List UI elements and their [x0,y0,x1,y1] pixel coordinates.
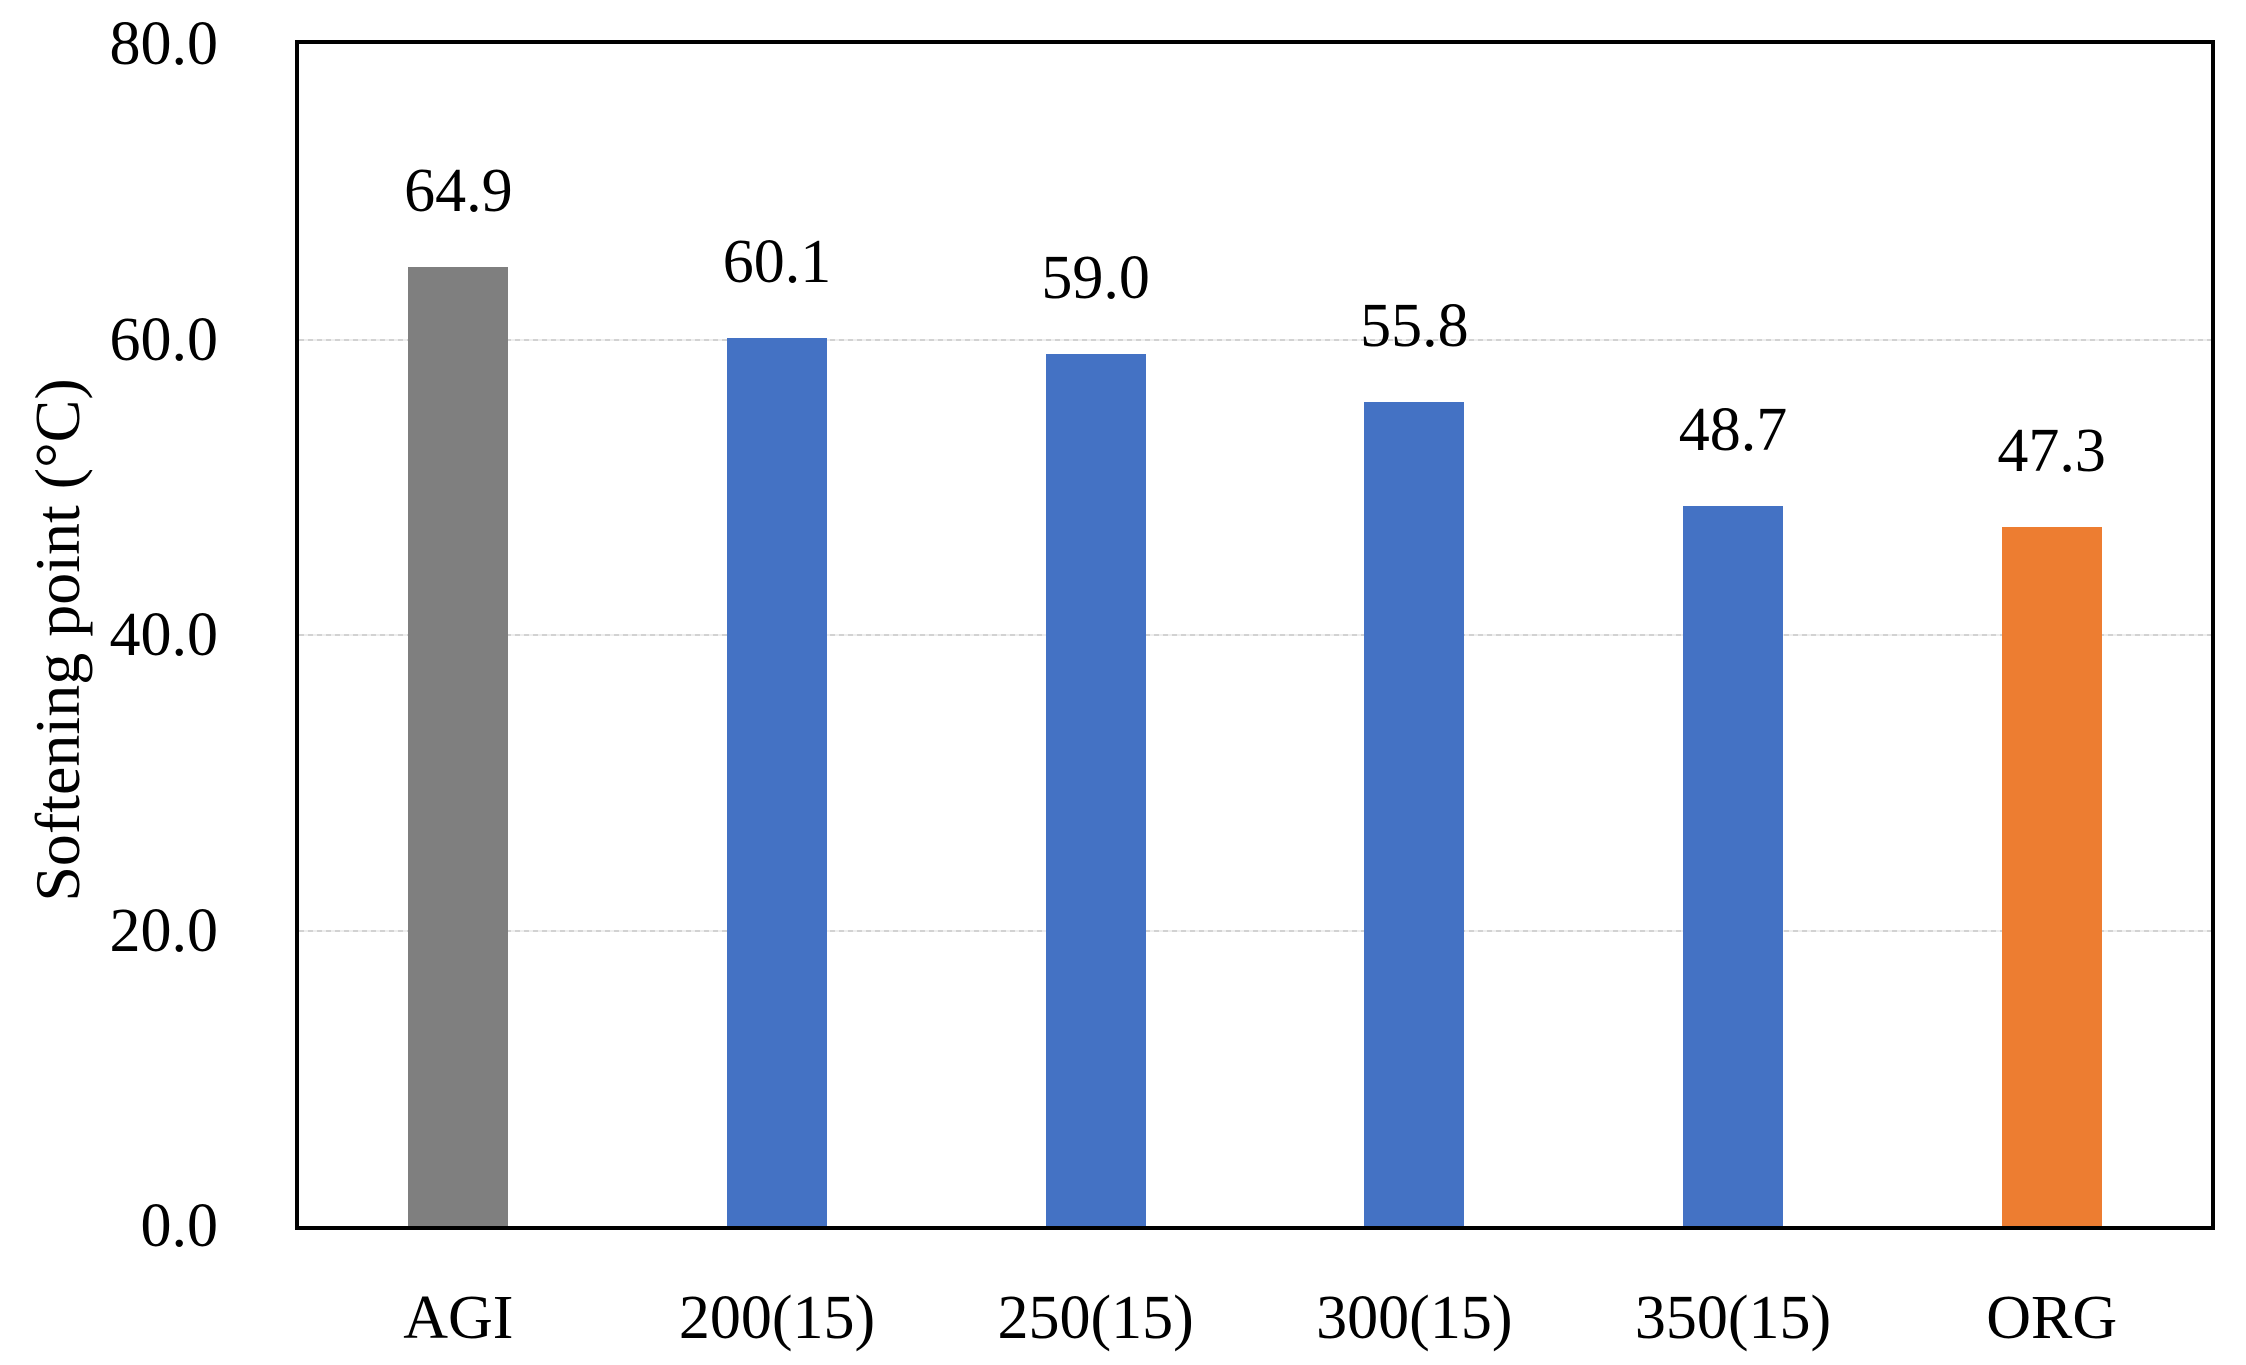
value-label-250(15): 59.0 [1041,244,1150,313]
ytick-label-40.0: 40.0 [109,601,219,669]
ytick-label-80.0: 80.0 [109,10,219,78]
xtick-label-350(15): 350(15) [1634,1284,1832,1352]
bar-ORG [2001,527,2102,1226]
bar-300(15) [1364,401,1465,1226]
xtick-label-200(15): 200(15) [678,1284,876,1352]
value-label-ORG: 47.3 [1997,417,2106,486]
bar-AGI [408,267,509,1226]
gridline-40 [299,634,2211,636]
xtick-label-300(15): 300(15) [1316,1284,1513,1352]
plot-area [295,40,2215,1230]
gridline-20 [299,929,2211,932]
value-label-350(15): 48.7 [1678,396,1788,465]
value-label-300(15): 55.8 [1360,291,1469,360]
bar-350(15) [1683,506,1783,1226]
ytick-label-60.0: 60.0 [109,305,219,374]
xtick-label-ORG: ORG [1986,1284,2118,1352]
ytick-label-0.0: 0.0 [140,1192,219,1260]
value-label-AGI: 64.9 [404,157,513,226]
xtick-label-250(15): 250(15) [997,1284,1194,1352]
bar-200(15) [727,338,827,1226]
bar-250(15) [1045,354,1146,1226]
gridline-60 [299,338,2211,341]
xtick-label-AGI: AGI [403,1284,514,1352]
ytick-label-20.0: 20.0 [109,896,219,965]
value-label-200(15): 60.1 [722,228,832,297]
